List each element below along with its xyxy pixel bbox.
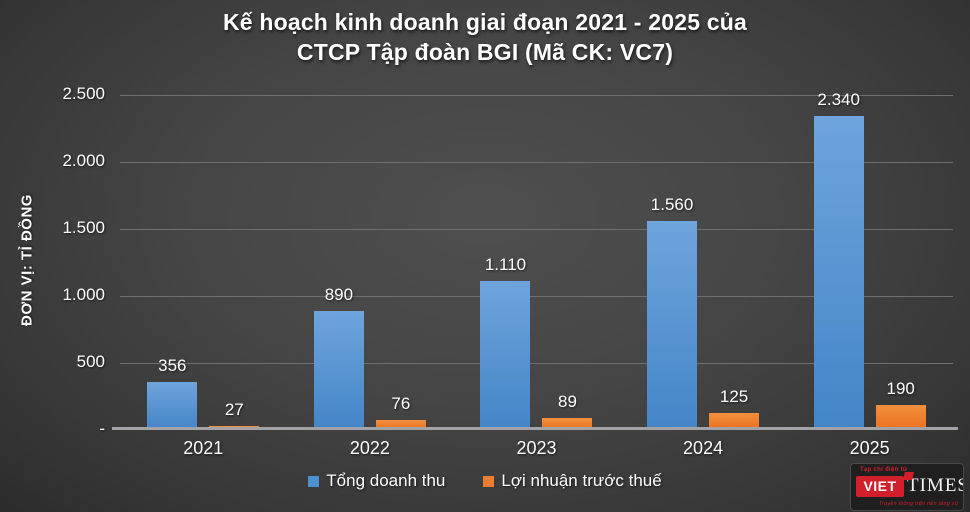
bar-Tổng doanh thu-2023: [480, 281, 531, 430]
chart-title: Kế hoạch kinh doanh giai đoạn 2021 - 202…: [0, 7, 970, 67]
logo-tagline-bottom: Truyền thông trên nền tảng số: [878, 501, 958, 507]
bar-group-2024: 1.560 125: [620, 95, 787, 430]
bar-groups: 356 27 890 76 1.110 89 1.560 125 2.340 190: [120, 90, 953, 430]
logo-brand-row: VIET TIMES: [856, 472, 963, 497]
bar-col: 76: [375, 393, 426, 430]
legend: Tổng doanh thu Lợi nhuận trước thuế: [0, 471, 970, 491]
bar-col: 125: [709, 387, 760, 430]
bar-Lợi nhuận trước thuế-2023: [542, 418, 593, 430]
legend-swatch: [308, 475, 320, 487]
y-tick-2.500: 2.500: [62, 84, 105, 103]
logo-times-text: TIMES: [907, 475, 963, 496]
bar-value-label: 27: [224, 400, 244, 420]
plot-area: 356 27 890 76 1.110 89 1.560 125 2.340 190: [120, 90, 953, 430]
bar-col: 1.560: [647, 194, 698, 430]
logo-flag-shape: [903, 472, 914, 480]
bar-value-label: 890: [324, 284, 354, 304]
chart-title-line2: CTCP Tập đoàn BGI (Mã CK: VC7): [296, 39, 674, 65]
bar-Tổng doanh thu-2025: [813, 116, 864, 430]
bar-value-label: 1.110: [484, 255, 527, 275]
legend-item: Lợi nhuận trước thuế: [483, 471, 662, 491]
bar-Lợi nhuận trước thuế-2025: [875, 404, 926, 430]
legend-label: Lợi nhuận trước thuế: [501, 471, 662, 490]
gridline: [120, 95, 953, 96]
y-tick-2.000: 2.000: [62, 151, 105, 170]
x-label-2022: 2022: [349, 438, 390, 458]
bar-Tổng doanh thu-2022: [313, 310, 364, 430]
y-tick-500: 500: [76, 352, 105, 371]
bar-col: 890: [313, 284, 364, 430]
y-axis-unit-label: ĐƠN VỊ: TỈ ĐỒNG: [18, 194, 36, 326]
legend-item: Tổng doanh thu: [308, 471, 445, 491]
bar-value-label: 2.340: [817, 90, 860, 110]
bar-col: 89: [542, 392, 593, 430]
bar-group-2021: 356 27: [120, 95, 287, 430]
gridline: [120, 296, 953, 297]
x-axis-labels: 2021 2022 2023 2024 2025: [120, 438, 953, 459]
y-axis-ticks: 2.500 2.000 1.500 1.000 500 -: [35, 0, 105, 512]
chart-title-line1: Kế hoạch kinh doanh giai đoạn 2021 - 202…: [222, 9, 748, 35]
bar-value-label: 125: [719, 387, 749, 407]
gridline: [120, 229, 953, 230]
bar-value-label: 356: [158, 356, 187, 376]
bar-col: 2.340: [813, 90, 864, 430]
bar-col: 27: [209, 400, 260, 430]
bar-Lợi nhuận trước thuế-2024: [709, 413, 760, 430]
y-tick-1.000: 1.000: [62, 285, 105, 304]
x-axis-line: [112, 427, 958, 430]
bar-col: 356: [147, 356, 198, 430]
gridline: [120, 363, 953, 364]
legend-label: Tổng doanh thu: [326, 471, 446, 490]
logo-tagline-top: Tạp chí điện tử: [860, 467, 908, 473]
viettimes-logo: Tạp chí điện tử VIET TIMES Truyền thông …: [851, 464, 963, 510]
bar-value-label: 89: [558, 392, 577, 412]
x-label-2025: 2025: [849, 438, 890, 458]
bar-value-label: 76: [391, 393, 411, 413]
gridline: [120, 162, 953, 163]
y-tick--: -: [99, 419, 105, 438]
x-label-2024: 2024: [683, 438, 724, 458]
bar-value-label: 1.560: [650, 194, 694, 214]
legend-swatch: [483, 475, 495, 487]
bar-col: 190: [875, 378, 926, 430]
bar-Tổng doanh thu-2024: [647, 220, 698, 430]
bar-Lợi nhuận trước thuế-2022: [375, 419, 426, 430]
logo-viet-text: VIET: [856, 475, 904, 497]
bar-group-2023: 1.110 89: [453, 95, 620, 430]
y-tick-1.500: 1.500: [62, 218, 105, 237]
bar-group-2022: 890 76: [287, 95, 454, 430]
bar-Tổng doanh thu-2021: [147, 382, 198, 430]
bar-group-2025: 2.340 190: [786, 90, 953, 430]
bar-value-label: 190: [886, 378, 915, 398]
x-label-2023: 2023: [516, 438, 557, 458]
x-label-2021: 2021: [183, 438, 224, 458]
bar-col: 1.110: [480, 255, 531, 430]
